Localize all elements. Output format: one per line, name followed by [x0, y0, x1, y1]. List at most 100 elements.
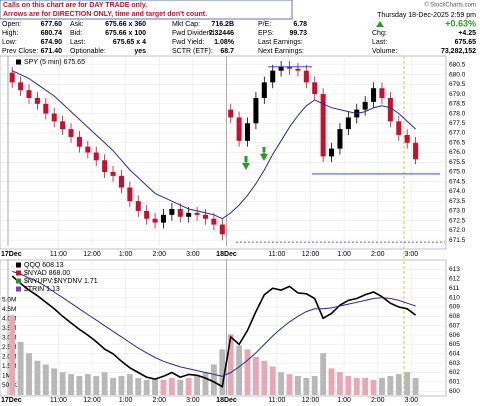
- up-arrow: [260, 147, 268, 161]
- y-tick-label: 672.0: [449, 227, 466, 234]
- y2-tick-label: 1M: [2, 373, 11, 380]
- candle-body: [110, 171, 116, 176]
- legend-label: SPY (5 min) 675.65: [24, 59, 85, 66]
- y-tick-label: 613: [449, 266, 460, 273]
- y-tick-label: 677.0: [449, 130, 466, 137]
- quote-value: 674.90: [41, 39, 63, 46]
- volume-bar: [261, 360, 268, 395]
- volume-bar: [362, 377, 369, 395]
- quote-label: Open:: [2, 21, 21, 28]
- volume-bar: [101, 372, 108, 395]
- candle-body: [152, 218, 158, 223]
- y-tick-label: 601: [449, 379, 460, 386]
- y-tick-label: 605: [449, 341, 460, 348]
- y-tick-label: 673.0: [449, 208, 466, 215]
- volume-bar: [311, 376, 318, 395]
- generated: Open: 677.60 Ask: 675.66 x 360 Mkt Cap: 716.2…: [0, 21, 476, 404]
- legend-swatch: [16, 262, 21, 268]
- volume-bar: [210, 364, 217, 395]
- volume-bar: [9, 315, 16, 395]
- candle-body: [43, 103, 49, 114]
- x-tick-label: 11:00: [268, 397, 285, 404]
- volume-bar: [278, 372, 285, 395]
- candle-body: [329, 148, 335, 157]
- volume-bar: [345, 376, 352, 395]
- moving-average: [12, 270, 416, 377]
- candle-body: [169, 208, 175, 215]
- volume-bar: [202, 372, 209, 395]
- candle-body: [387, 97, 393, 122]
- y-tick-label: 608: [449, 313, 460, 320]
- y2-tick-label: 5.0M: [2, 297, 16, 304]
- volume-bar: [227, 334, 234, 395]
- volume-bar: [42, 364, 49, 395]
- quote-value: 675.66 x 100: [105, 30, 146, 37]
- candle-body: [34, 97, 40, 104]
- candle-body: [186, 212, 192, 217]
- y-tick-label: 674.5: [449, 178, 466, 185]
- volume-bar: [404, 372, 411, 395]
- y2-tick-label: 3.0M: [2, 335, 16, 342]
- x-tick-label: 18Dec: [216, 397, 237, 404]
- candle-body: [404, 134, 410, 143]
- y2-tick-label: 2.5M: [2, 344, 16, 351]
- x-tick-label: 12:00: [302, 397, 320, 404]
- candle-body: [68, 129, 74, 137]
- legend-swatch: [16, 278, 21, 284]
- quote-value: 7.32446: [209, 30, 234, 37]
- y2-tick-label: 1.5M: [2, 363, 16, 370]
- candle-body: [219, 224, 225, 235]
- annotation: Calls on this chart are for DAY TRADE on…: [3, 2, 147, 9]
- volume-bar: [252, 357, 259, 395]
- quote-label: EPS:: [258, 30, 274, 37]
- y-tick-label: 673.5: [449, 198, 466, 205]
- volume-bar: [118, 376, 125, 395]
- volume-bar: [93, 376, 100, 395]
- candle-body: [76, 136, 82, 147]
- volume-bar: [294, 376, 301, 395]
- volume-bar: [135, 377, 142, 395]
- candle-body: [320, 94, 326, 157]
- candle-body: [236, 117, 242, 141]
- x-tick-label: 1:00: [337, 251, 351, 258]
- quote-value: +4.25: [458, 30, 476, 37]
- candle-body: [102, 160, 108, 172]
- y-tick-label: 671.5: [449, 237, 466, 244]
- volume-bar: [395, 374, 402, 395]
- y-tick-label: 672.5: [449, 217, 466, 224]
- candle-body: [135, 201, 141, 211]
- quote-value: 68.7: [220, 48, 234, 55]
- volume-bar: [219, 349, 226, 395]
- quote-label: Next Earnings:: [258, 48, 304, 55]
- candle-body: [160, 214, 166, 223]
- candle-body: [337, 129, 343, 149]
- y-tick-label: 675.5: [449, 159, 466, 166]
- x-tick-label: 2:00: [152, 251, 166, 258]
- volume-bar: [412, 377, 419, 395]
- volume-bar: [126, 374, 133, 395]
- quote-label: SCTR (ETF):: [172, 48, 213, 55]
- volume-bar: [17, 341, 24, 395]
- volume-bar: [379, 377, 385, 395]
- quote-label: Last:: [372, 39, 387, 46]
- y-tick-label: 676.0: [449, 149, 466, 156]
- quote-label: Fwd Yield:: [172, 39, 204, 46]
- volume-bar: [303, 377, 310, 395]
- quote-label: Volume:: [372, 48, 397, 55]
- volume-bar: [160, 379, 167, 395]
- x-tick-label: 17Dec: [1, 251, 22, 258]
- y-tick-label: 680.0: [449, 71, 466, 78]
- quote-label: P/E:: [258, 21, 271, 28]
- x-tick-label: 3:00: [405, 397, 419, 404]
- y-tick-label: 609: [449, 304, 460, 311]
- candle-body: [270, 70, 276, 83]
- candle-body: [202, 214, 209, 219]
- candle-body: [379, 88, 385, 98]
- legend-swatch: [16, 270, 21, 276]
- quote-label: Chg:: [372, 30, 387, 37]
- legend-label: QQQ 608.13: [24, 262, 64, 269]
- volume-bar: [177, 379, 184, 395]
- price-line: [11, 275, 417, 388]
- y-tick-label: 674.0: [449, 188, 466, 195]
